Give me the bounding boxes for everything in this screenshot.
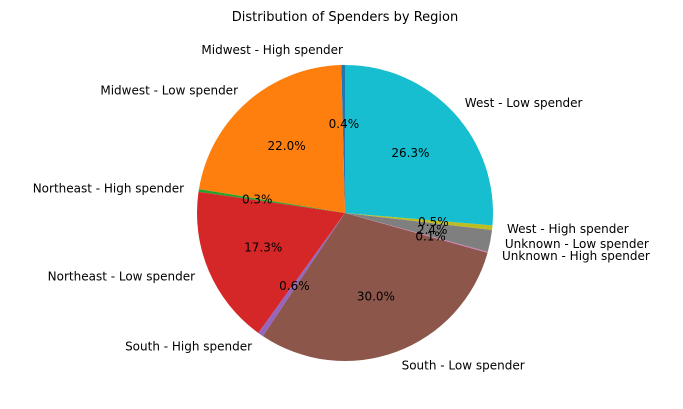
pie-slice-6	[345, 213, 488, 253]
slice-pct-label-7: 2.4%	[417, 223, 448, 237]
slice-label-3: Northeast - Low spender	[48, 270, 196, 284]
slice-label-2: Northeast - High spender	[33, 181, 184, 195]
pie-slices	[196, 64, 494, 361]
slice-label-1: Midwest - Low spender	[100, 83, 238, 97]
pie-slice-8	[345, 213, 493, 230]
pie-slice-0	[341, 65, 345, 213]
slice-label-5: South - Low spender	[402, 359, 525, 373]
slice-pct-label-1: 22.0%	[268, 139, 306, 153]
pie-slice-1	[198, 65, 345, 213]
slice-pct-label-2: 0.3%	[242, 193, 273, 207]
slice-pct-label-6: 0.1%	[415, 230, 446, 244]
slice-label-6: Unknown - High spender	[502, 249, 650, 263]
slice-label-0: Midwest - High spender	[201, 43, 343, 57]
pie-slice-3	[196, 191, 345, 333]
slice-label-9: West - Low spender	[465, 96, 583, 110]
pie-slice-7	[345, 213, 493, 252]
pie-slice-5	[262, 213, 488, 361]
slice-pct-label-8: 0.5%	[418, 215, 449, 229]
pie-slice-2	[198, 189, 345, 213]
pie-labels: Midwest - High spender 0.4% Midwest - Low …	[33, 43, 650, 372]
slice-pct-label-5: 30.0%	[357, 289, 395, 303]
slice-label-4: South - High spender	[125, 340, 252, 354]
pie-slice-4	[258, 213, 345, 337]
chart-title: Distribution of Spenders by Region	[232, 10, 458, 25]
slice-label-7: Unknown - Low spender	[505, 237, 649, 251]
slice-pct-label-9: 26.3%	[391, 146, 429, 160]
pie-slice-9	[345, 64, 494, 226]
slice-pct-label-0: 0.4%	[329, 117, 360, 131]
slice-pct-label-4: 0.6%	[279, 279, 310, 293]
slice-pct-label-3: 17.3%	[244, 241, 282, 255]
slice-label-8: West - High spender	[507, 222, 629, 236]
